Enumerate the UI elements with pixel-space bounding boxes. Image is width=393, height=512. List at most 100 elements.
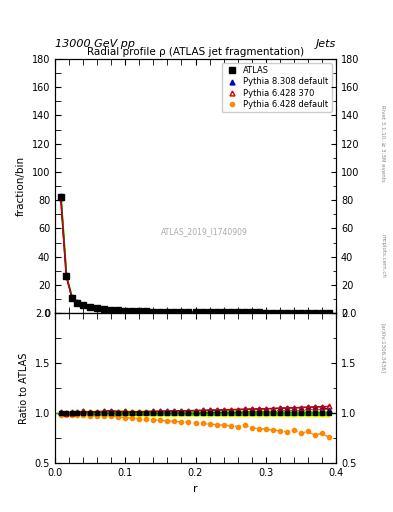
Pythia 6.428 default [320, 310, 324, 316]
Pythia 6.428 370 [235, 309, 240, 315]
Pythia 6.428 default [193, 309, 198, 315]
Pythia 6.428 370 [221, 309, 226, 315]
Title: Radial profile ρ (ATLAS jet fragmentation): Radial profile ρ (ATLAS jet fragmentatio… [87, 47, 304, 57]
Pythia 6.428 370 [299, 310, 303, 316]
Pythia 6.428 default [64, 274, 69, 280]
Pythia 8.308 default [299, 310, 303, 316]
Pythia 6.428 370 [207, 309, 212, 315]
Text: mcplots.cern.ch: mcplots.cern.ch [381, 234, 386, 278]
Pythia 6.428 default [292, 310, 296, 316]
Pythia 6.428 default [130, 308, 135, 314]
Pythia 6.428 370 [263, 309, 268, 315]
Pythia 6.428 default [327, 310, 331, 316]
Pythia 6.428 default [207, 309, 212, 315]
Pythia 6.428 370 [95, 305, 99, 311]
ATLAS [312, 310, 317, 316]
Pythia 6.428 default [88, 304, 92, 310]
ATLAS [235, 309, 240, 315]
Pythia 8.308 default [306, 310, 310, 316]
Pythia 6.428 default [200, 309, 205, 315]
Pythia 8.308 default [292, 310, 296, 316]
Line: Pythia 6.428 default: Pythia 6.428 default [59, 197, 331, 315]
Pythia 6.428 370 [320, 310, 324, 316]
ATLAS [263, 309, 268, 315]
Pythia 6.428 370 [165, 309, 170, 315]
Pythia 8.308 default [95, 305, 99, 311]
Pythia 6.428 370 [214, 309, 219, 315]
Pythia 6.428 default [137, 308, 142, 314]
Line: Pythia 8.308 default: Pythia 8.308 default [58, 194, 331, 315]
Pythia 6.428 370 [270, 309, 275, 315]
Pythia 8.308 default [75, 300, 80, 306]
Legend: ATLAS, Pythia 8.308 default, Pythia 6.428 370, Pythia 6.428 default: ATLAS, Pythia 8.308 default, Pythia 6.42… [222, 63, 332, 112]
Pythia 8.308 default [172, 309, 177, 315]
Pythia 6.428 370 [151, 309, 156, 315]
Pythia 6.428 default [250, 309, 254, 315]
Pythia 8.308 default [186, 309, 191, 315]
Pythia 8.308 default [327, 310, 331, 316]
Pythia 8.308 default [130, 308, 135, 314]
Pythia 8.308 default [88, 304, 92, 310]
ATLAS [186, 309, 191, 315]
Pythia 8.308 default [179, 309, 184, 315]
Pythia 8.308 default [144, 308, 149, 314]
Pythia 8.308 default [263, 309, 268, 315]
Pythia 6.428 370 [137, 308, 142, 314]
Pythia 6.428 370 [256, 309, 261, 315]
Pythia 6.428 default [81, 303, 86, 309]
ATLAS [200, 309, 205, 315]
Pythia 6.428 370 [306, 310, 310, 316]
Pythia 6.428 370 [109, 307, 114, 313]
ATLAS [242, 309, 247, 315]
ATLAS [95, 305, 99, 311]
Pythia 6.428 default [116, 308, 121, 314]
Pythia 6.428 default [151, 309, 156, 315]
Pythia 6.428 default [172, 309, 177, 315]
Pythia 8.308 default [320, 310, 324, 316]
ATLAS [165, 309, 170, 315]
Pythia 8.308 default [270, 309, 275, 315]
Pythia 8.308 default [242, 309, 247, 315]
Pythia 6.428 370 [88, 304, 92, 310]
Pythia 6.428 default [221, 309, 226, 315]
Pythia 6.428 370 [242, 309, 247, 315]
Pythia 8.308 default [123, 308, 128, 314]
ATLAS [102, 306, 107, 312]
Pythia 6.428 default [235, 309, 240, 315]
ATLAS [193, 309, 198, 315]
Text: 13000 GeV pp: 13000 GeV pp [55, 38, 135, 49]
Pythia 6.428 default [70, 295, 74, 301]
Pythia 8.308 default [250, 309, 254, 315]
Pythia 6.428 370 [200, 309, 205, 315]
ATLAS [123, 308, 128, 314]
Text: Rivet 3.1.10, ≥ 3.3M events: Rivet 3.1.10, ≥ 3.3M events [381, 105, 386, 182]
Pythia 6.428 370 [327, 310, 331, 316]
ATLAS [70, 294, 74, 301]
Pythia 6.428 default [75, 300, 80, 306]
Pythia 6.428 default [144, 309, 149, 315]
Pythia 8.308 default [81, 302, 86, 308]
Pythia 8.308 default [165, 309, 170, 315]
Text: ATLAS_2019_I1740909: ATLAS_2019_I1740909 [160, 227, 247, 236]
Y-axis label: fraction/bin: fraction/bin [16, 156, 26, 216]
Pythia 8.308 default [137, 308, 142, 314]
Pythia 6.428 default [186, 309, 191, 315]
Pythia 6.428 default [270, 310, 275, 316]
Pythia 6.428 default [277, 310, 282, 316]
Pythia 8.308 default [158, 309, 163, 315]
ATLAS [256, 309, 261, 315]
Pythia 8.308 default [256, 309, 261, 315]
ATLAS [81, 302, 86, 308]
Pythia 6.428 370 [158, 309, 163, 315]
Pythia 6.428 370 [228, 309, 233, 315]
Pythia 8.308 default [102, 306, 107, 312]
Pythia 6.428 370 [102, 306, 107, 312]
Pythia 6.428 default [158, 309, 163, 315]
ATLAS [320, 310, 324, 316]
Pythia 6.428 370 [250, 309, 254, 315]
ATLAS [221, 309, 226, 315]
Pythia 8.308 default [214, 309, 219, 315]
Pythia 8.308 default [235, 309, 240, 315]
Text: Jets: Jets [316, 38, 336, 49]
Pythia 8.308 default [64, 273, 69, 279]
